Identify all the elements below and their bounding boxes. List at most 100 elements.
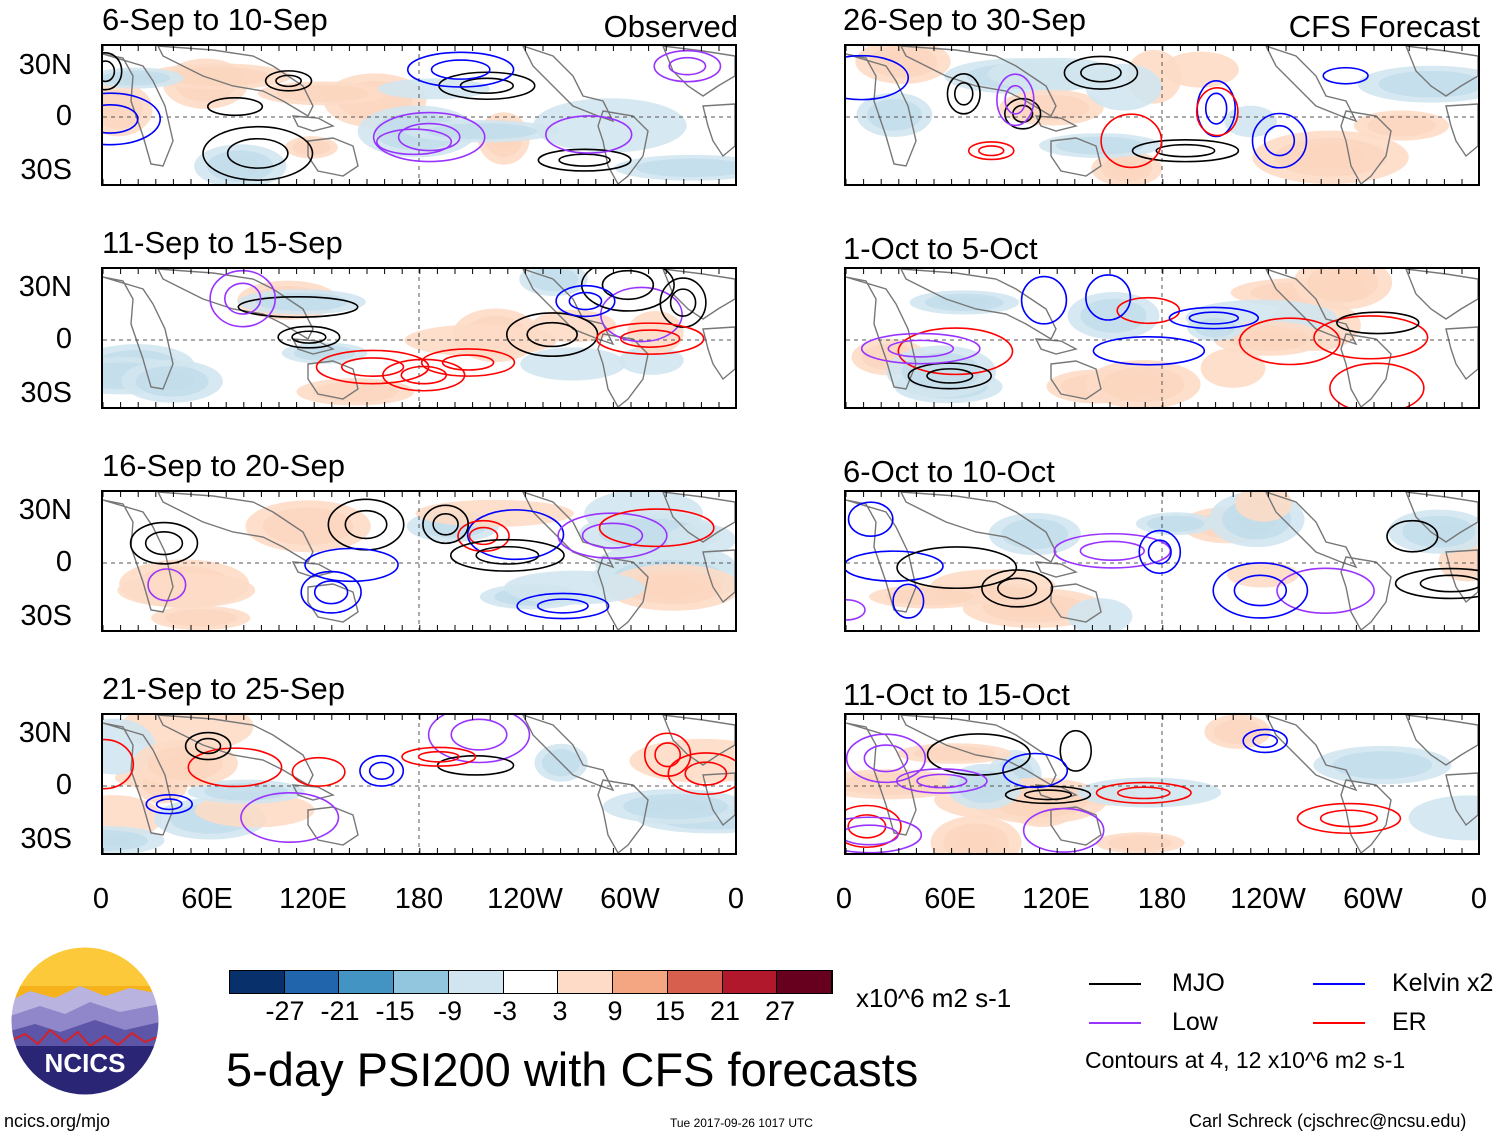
coastline xyxy=(1050,806,1102,846)
lon-label: 180 xyxy=(1137,883,1187,915)
map-panel-1 xyxy=(101,44,737,186)
lat-label-30n: 30N xyxy=(18,49,72,81)
forecast-label: CFS Forecast xyxy=(1288,9,1480,44)
anomaly-shading xyxy=(886,345,997,398)
map-panel-6 xyxy=(844,267,1480,409)
coastline xyxy=(157,269,314,340)
anomaly-contour xyxy=(1020,275,1068,325)
anomaly-contour xyxy=(422,504,470,545)
anomaly-shading xyxy=(103,67,184,89)
anomaly-contour xyxy=(847,501,894,538)
coastline xyxy=(103,276,174,390)
colorbar-swatch xyxy=(284,971,340,993)
anomaly-contour xyxy=(846,599,866,621)
colorbar-label: 27 xyxy=(764,996,796,1026)
map-graphic xyxy=(103,715,735,853)
anomaly-contour xyxy=(1063,55,1139,90)
coastline xyxy=(702,326,735,381)
anomaly-contour xyxy=(659,277,707,328)
anomaly-contour xyxy=(226,137,289,169)
coastline xyxy=(291,561,335,578)
panel-title-6: 1-Oct to 5-Oct xyxy=(843,231,1038,266)
coastline xyxy=(1034,561,1078,578)
anomaly-contour xyxy=(427,715,531,764)
anomaly-contour xyxy=(450,718,508,751)
coastline xyxy=(900,269,1057,340)
anomaly-contour xyxy=(581,522,644,549)
anomaly-contour xyxy=(555,284,616,318)
coastline xyxy=(522,492,615,569)
coastline xyxy=(1265,46,1358,123)
anomaly-contour xyxy=(996,577,1038,600)
anomaly-shading xyxy=(144,63,292,90)
lat-label-30s: 30S xyxy=(20,823,72,855)
anomaly-contour xyxy=(1242,728,1288,754)
colorbar-label: -15 xyxy=(375,996,415,1026)
anomaly-contour xyxy=(669,288,697,317)
legend-label-er: ER xyxy=(1392,1008,1427,1036)
anomaly-contour xyxy=(468,526,499,546)
legend-swatch-low xyxy=(1089,1022,1141,1024)
coastline xyxy=(1340,556,1392,630)
anomaly-contour xyxy=(1252,733,1279,749)
coastline xyxy=(157,492,314,563)
colorbar-label: 3 xyxy=(552,996,568,1026)
anomaly-contour xyxy=(684,761,728,786)
anomaly-contour xyxy=(401,746,477,767)
anomaly-contour xyxy=(103,92,162,146)
map-graphic xyxy=(846,715,1478,853)
panel-title-7: 6-Oct to 10-Oct xyxy=(843,454,1055,489)
anomaly-shading xyxy=(1357,65,1478,103)
anomaly-contour xyxy=(1004,97,1042,130)
anomaly-contour xyxy=(1386,519,1439,553)
lat-label-eq: 0 xyxy=(55,100,72,132)
coastline xyxy=(597,110,649,184)
anomaly-shading xyxy=(869,584,991,609)
anomaly-contour xyxy=(598,508,715,548)
colorbar-swatch xyxy=(394,971,449,993)
anomaly-contour xyxy=(400,365,448,385)
anomaly-contour xyxy=(264,70,313,92)
anomaly-shading xyxy=(930,815,1022,853)
lat-label-eq: 0 xyxy=(55,769,72,801)
lat-label-30n: 30N xyxy=(18,717,72,749)
anomaly-contour xyxy=(1251,112,1308,169)
anomaly-contour xyxy=(897,327,1014,376)
anomaly-shading xyxy=(605,564,735,611)
footer-credit: Carl Schreck (cjschrec@ncsu.edu) xyxy=(1189,1111,1467,1131)
anomaly-contour xyxy=(516,592,610,620)
anomaly-contour xyxy=(526,321,578,348)
anomaly-contour xyxy=(1233,574,1288,607)
anomaly-contour xyxy=(147,568,187,602)
anomaly-contour xyxy=(1155,143,1216,158)
coastline xyxy=(522,46,615,123)
lon-label: 0 xyxy=(1470,883,1488,915)
anomaly-contour xyxy=(372,111,486,163)
lat-label-30s: 30S xyxy=(20,154,72,186)
legend-swatch-er xyxy=(1313,1022,1365,1024)
lat-label-30s: 30S xyxy=(20,600,72,632)
colorbar-swatch xyxy=(613,971,668,993)
lon-label: 0 xyxy=(727,883,745,915)
lon-label: 60W xyxy=(600,883,660,915)
lon-label: 120E xyxy=(1022,883,1090,915)
coastline xyxy=(1034,338,1078,355)
footer-url[interactable]: ncics.org/mjo xyxy=(4,1111,111,1131)
colorbar-label: -3 xyxy=(492,996,517,1026)
lat-label-30n: 30N xyxy=(18,271,72,303)
anomaly-contour xyxy=(359,754,405,787)
coastline xyxy=(1445,103,1478,158)
anomaly-shading xyxy=(103,825,165,853)
anomaly-contour xyxy=(978,145,1005,157)
legend-label-kelvin: Kelvin x2 xyxy=(1392,969,1494,997)
coastline xyxy=(1034,115,1078,132)
anomaly-contour xyxy=(1023,789,1073,801)
colorbar-swatch xyxy=(448,971,504,993)
colorbar xyxy=(229,970,833,994)
anomaly-shading xyxy=(533,98,687,153)
map-graphic xyxy=(103,492,735,630)
anomaly-contour xyxy=(846,54,910,101)
anomaly-contour xyxy=(1138,529,1182,575)
anomaly-contour xyxy=(417,750,460,763)
anomaly-shading xyxy=(909,290,1019,315)
